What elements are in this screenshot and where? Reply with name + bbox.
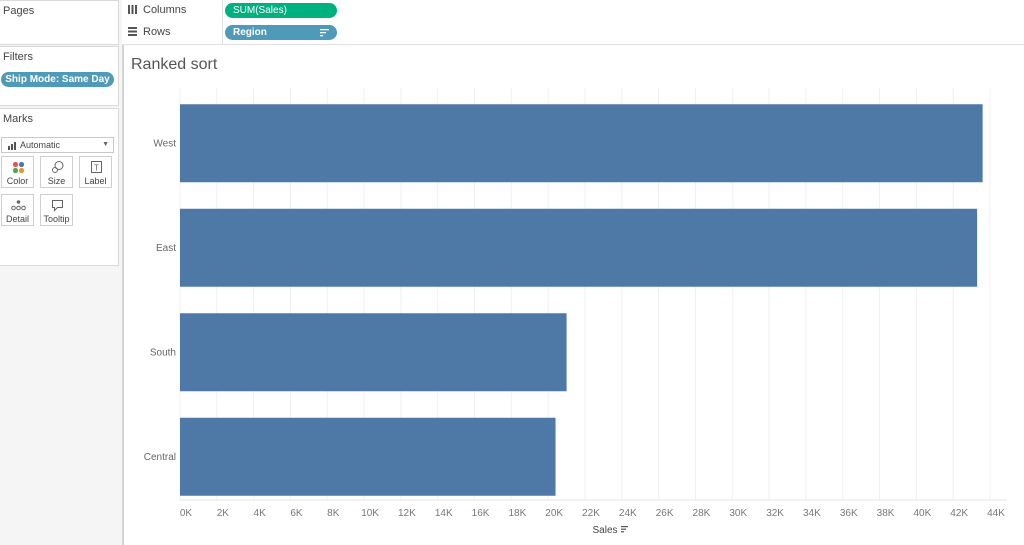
x-tick-label: 38K [877,508,895,519]
sort-descending-icon [320,29,329,37]
x-tick-label: 0K [180,508,193,519]
pages-card[interactable]: Pages [0,0,119,45]
label-button[interactable]: T Label [79,156,112,188]
category-labels: West East South Central [144,138,176,463]
columns-label-text: Columns [143,4,187,16]
x-tick-label: 30K [729,508,747,519]
svg-text:T: T [94,164,99,173]
x-tick-label: 24K [619,508,637,519]
mark-type-dropdown[interactable]: Automatic ▼ [1,137,114,153]
x-tick-label: 18K [508,508,526,519]
x-tick-label: 12K [398,508,416,519]
rows-shelf-label: Rows [128,26,171,38]
color-icon [12,161,25,174]
filters-card[interactable]: Filters Ship Mode: Same Day [0,46,119,106]
x-tick-label: 14K [435,508,453,519]
rows-shelf[interactable]: Rows Region [122,22,1024,45]
size-button[interactable]: Size [40,156,73,188]
sum-sales-pill-label: SUM(Sales) [233,5,287,16]
region-pill[interactable]: Region [225,25,337,40]
pages-title: Pages [3,5,35,17]
size-icon [52,161,64,173]
x-tick-label: 28K [693,508,711,519]
label-icon: T [91,161,102,173]
bar-south[interactable] [180,313,567,392]
x-tick-label: 16K [472,508,490,519]
label-label: Label [84,176,107,186]
marks-title: Marks [3,113,33,125]
tooltip-icon [52,200,63,212]
category-label: West [153,138,176,149]
x-axis-title: Sales [592,525,617,536]
region-pill-label: Region [233,27,267,38]
left-panel: Pages Filters Ship Mode: Same Day Marks … [0,0,123,545]
size-label: Size [47,176,66,186]
rows-icon [128,26,139,38]
x-tick-label: 34K [803,508,821,519]
rows-label-text: Rows [143,26,171,38]
category-label: South [150,347,176,358]
x-tick-label: 2K [217,508,230,519]
x-axis-ticks: 0K 2K 4K 6K 8K 10K 12K 14K 16K 18K 20K 22K 24K 26K 28K… [180,508,1005,519]
x-tick-label: 26K [656,508,674,519]
marks-card: Marks Automatic ▼ Color Size T La [0,108,119,266]
x-tick-label: 4K [254,508,267,519]
x-axis-title-group: Sales [592,525,628,536]
bar-east[interactable] [180,208,978,287]
view-area [123,45,1024,545]
filters-title: Filters [3,51,33,63]
mark-type-value: Automatic [20,140,61,150]
x-tick-label: 36K [840,508,858,519]
x-tick-label: 6K [290,508,303,519]
bar-chart: West East South Central 0K 2K 4K 6K 8K 10K 12K 14K… [144,88,1007,536]
x-tick-label: 44K [987,508,1005,519]
x-tick-label: 32K [766,508,784,519]
columns-shelf[interactable]: Columns SUM(Sales) [122,0,1024,23]
color-button[interactable]: Color [1,156,34,188]
tooltip-label: Tooltip [43,214,70,224]
x-tick-label: 20K [545,508,563,519]
detail-button[interactable]: Detail [1,194,34,226]
sum-sales-pill[interactable]: SUM(Sales) [225,3,337,18]
bars [180,104,983,496]
x-tick-label: 8K [327,508,340,519]
detail-icon [11,200,26,211]
bar-central[interactable] [180,417,556,496]
x-tick-label: 40K [913,508,931,519]
filter-pill-ship-mode[interactable]: Ship Mode: Same Day [1,72,114,87]
columns-divider [222,0,223,22]
category-label: East [156,243,176,254]
x-tick-label: 22K [582,508,600,519]
axis-sort-icon[interactable] [621,526,628,533]
x-tick-label: 42K [950,508,968,519]
rows-divider [222,22,223,44]
bar-chart-icon [8,141,16,150]
tooltip-button[interactable]: Tooltip [40,194,73,226]
chart-title: Ranked sort [131,56,218,73]
color-label: Color [6,176,29,186]
chevron-down-icon: ▼ [102,141,109,148]
columns-shelf-label: Columns [128,4,186,16]
bar-west[interactable] [180,104,983,183]
x-tick-label: 10K [361,508,379,519]
category-label: Central [144,452,176,463]
columns-icon [128,4,139,16]
detail-label: Detail [5,214,29,224]
